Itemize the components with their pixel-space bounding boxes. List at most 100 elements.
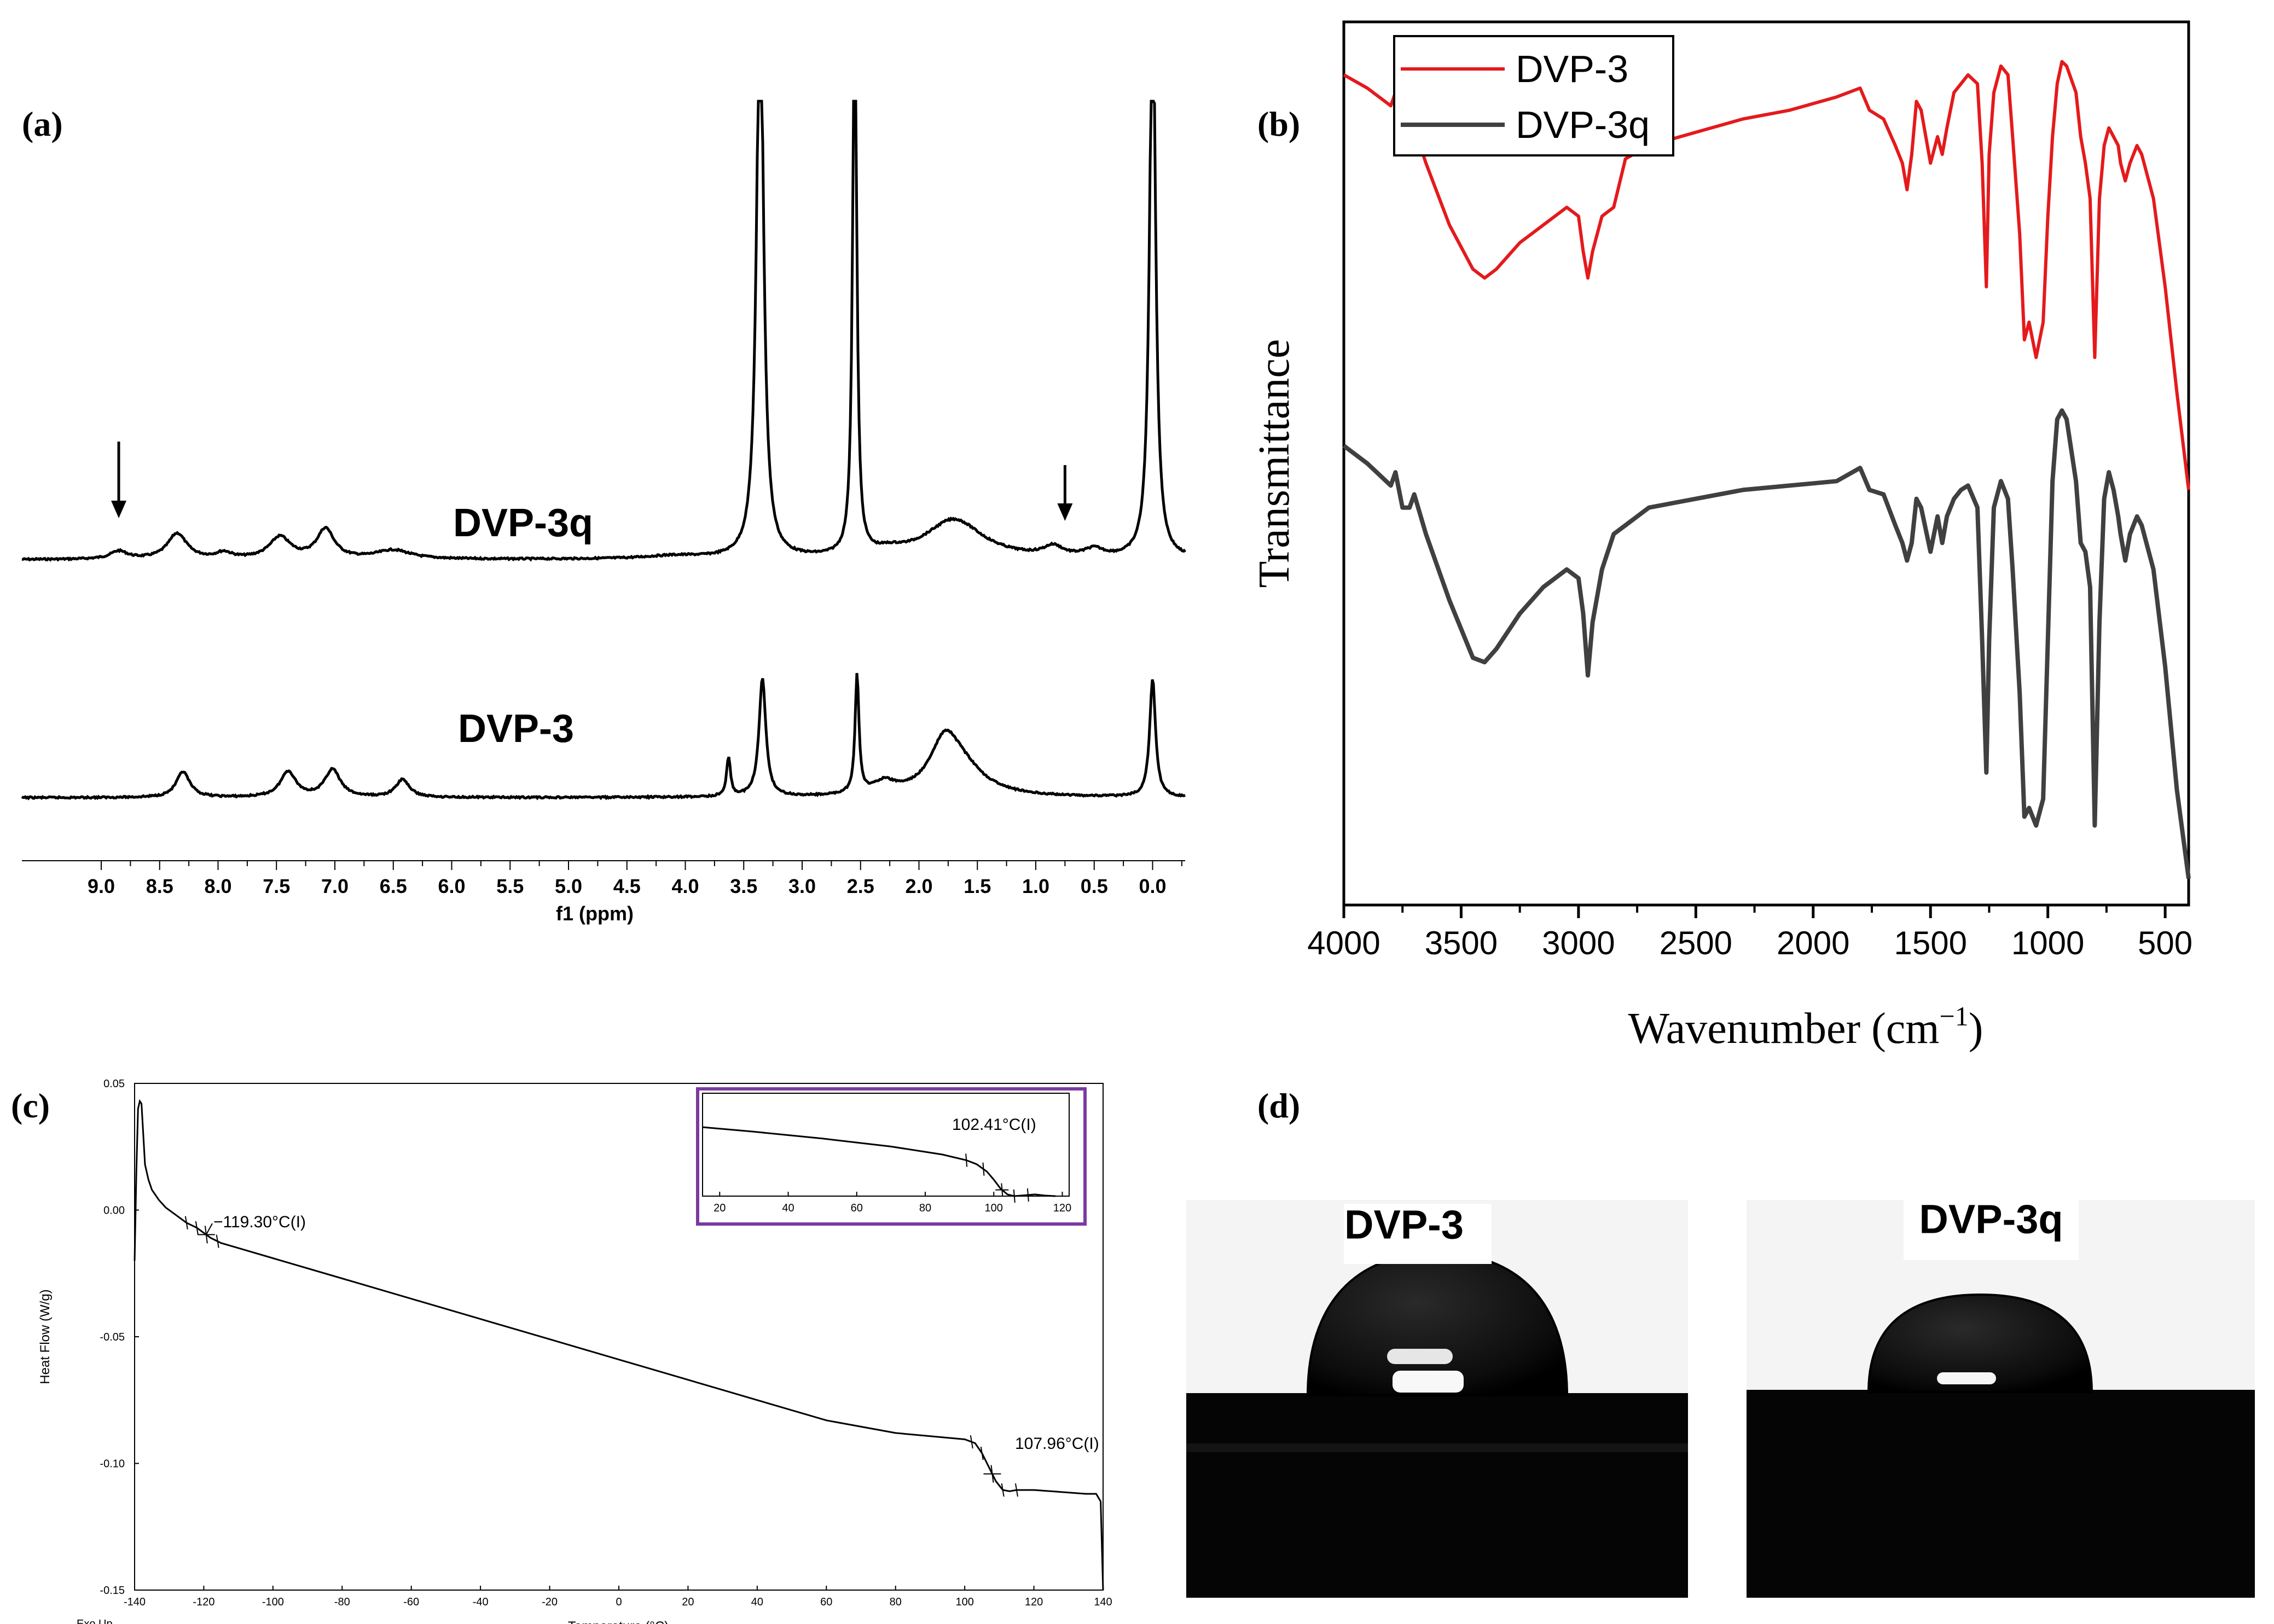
annotation-tg-low: −119.30°C(I) [213, 1213, 306, 1231]
inset-transition-markers [965, 1153, 1029, 1203]
exo-up-note: Exo Up [77, 1618, 113, 1624]
photo-label-bg [1344, 1204, 1492, 1264]
dsc-y-axis-label: Heat Flow (W/g) [38, 1289, 53, 1384]
ftir-trace-dvp-3q [1342, 408, 2191, 879]
inset-marker [1026, 1188, 1029, 1202]
dsc-y-tick-label: -0.05 [100, 1331, 125, 1343]
nmr-tick-label: 1.5 [964, 875, 991, 897]
dsc-x-tick-label: -140 [124, 1596, 146, 1608]
nmr-trace-dvp-3 [21, 672, 1186, 801]
arrow-indicator [1057, 465, 1073, 521]
inset-plot-frame [702, 1093, 1070, 1197]
dsc-x-tick-label: 60 [820, 1596, 832, 1608]
droplet-highlight [1387, 1349, 1453, 1364]
nmr-tick-label: 3.0 [788, 875, 816, 897]
dsc-trace [134, 1099, 1104, 1591]
dsc-x-tick-label: -120 [193, 1596, 214, 1608]
transition-marker [1001, 1483, 1005, 1497]
nmr-tick-label: 4.0 [671, 875, 699, 897]
inset-frame [696, 1087, 1087, 1226]
nmr-tick-label: 0.0 [1139, 875, 1166, 897]
transition-markers [184, 1216, 1018, 1497]
dsc-x-tick-label: 40 [751, 1596, 763, 1608]
nmr-tick-label: 9.0 [88, 875, 115, 897]
dsc-x-tick-label: 20 [682, 1596, 694, 1608]
ftir-tick-label: 2000 [1777, 925, 1849, 961]
dsc-y-tick-label: 0.00 [103, 1205, 125, 1217]
transition-marker [1014, 1483, 1018, 1497]
nmr-panel: 9.0 8.5 8.0 7.5 7.0 6.5 6.0 5.5 5.0 4.5 4.0 3.5 3.0 2… [21, 100, 1187, 925]
ftir-tick-label: 3000 [1542, 925, 1615, 961]
inset-x-tick-label: 20 [713, 1202, 726, 1214]
photo-label-bg [1904, 1200, 2079, 1260]
photo-label: DVP-3q [1919, 1197, 2063, 1242]
nmr-x-axis-label: f1 (ppm) [556, 902, 634, 925]
ftir-plot-frame [1342, 20, 2190, 907]
nmr-tick-label: 6.5 [380, 875, 407, 897]
legend-label-dvp-3: DVP-3 [1516, 48, 1628, 90]
nmr-tick-label: 5.0 [555, 875, 582, 897]
dsc-y-tick-label: 0.05 [103, 1078, 125, 1090]
substrate [1747, 1390, 2255, 1598]
droplet-highlight [1393, 1371, 1464, 1393]
ftir-x-tick-labels: 4000 3500 3000 2500 2000 1500 1000 500 [1307, 925, 2192, 961]
inset-marker [982, 1162, 985, 1176]
panel-label-c: (c) [11, 1086, 50, 1125]
nmr-trace-dvp-3q [21, 100, 1187, 562]
nmr-label-dvp-3: DVP-3 [458, 707, 574, 751]
dsc-x-tick-labels: -140 -120 -100 -80 -60 -40 -20 0 20 40 60 80 100 120 1… [124, 1596, 1112, 1608]
dsc-y-tick-label: -0.15 [100, 1585, 125, 1597]
panel-label-b: (b) [1257, 105, 1300, 143]
nmr-tick-label: 3.5 [730, 875, 757, 897]
transition-marker [195, 1221, 199, 1235]
panel-label-d: (d) [1257, 1086, 1300, 1125]
nmr-tick-label: 1.0 [1022, 875, 1049, 897]
dsc-panel: -140 -120 -100 -80 -60 -40 -20 0 20 40 60 80 100 120 1… [38, 1078, 1112, 1624]
transition-marker [980, 1446, 984, 1460]
nmr-tick-label: 4.5 [613, 875, 641, 897]
dsc-x-tick-label: 100 [955, 1596, 973, 1608]
transition-marker [216, 1234, 219, 1248]
dsc-y-tick-label: -0.10 [100, 1458, 125, 1470]
ftir-x-ticks [1342, 905, 2167, 918]
substrate [1186, 1393, 1688, 1598]
annotation-tg-high: 107.96°C(I) [1015, 1435, 1099, 1453]
ftir-tick-label: 500 [2138, 925, 2192, 961]
nmr-x-tick-labels: 9.0 8.5 8.0 7.5 7.0 6.5 6.0 5.5 5.0 4.5 4.0 3.5 3.0 2… [88, 875, 1167, 897]
substrate-reflection [1186, 1443, 1688, 1452]
inset-marker [965, 1153, 968, 1167]
inset-x-tick-labels: 20 40 60 80 100 120 [713, 1202, 1071, 1214]
dsc-x-tick-label: -60 [403, 1596, 419, 1608]
dsc-x-tick-label: 80 [890, 1596, 902, 1608]
legend-label-dvp-3q: DVP-3q [1516, 103, 1650, 146]
nmr-tick-label: 5.5 [496, 875, 524, 897]
ftir-y-axis-label: Transmittance [1250, 339, 1298, 588]
contact-angle-panel: DVP-3 DVP-3q [1186, 1197, 2255, 1598]
transition-marker [970, 1435, 973, 1449]
dsc-x-tick-label: -100 [262, 1596, 284, 1608]
nmr-tick-label: 7.5 [263, 875, 290, 897]
ftir-legend: DVP-3 DVP-3q [1393, 35, 1674, 156]
dsc-x-tick-label: 120 [1025, 1596, 1043, 1608]
dsc-x-tick-label: 0 [616, 1596, 622, 1608]
dsc-x-tick-label: -40 [473, 1596, 489, 1608]
nmr-tick-label: 8.5 [146, 875, 173, 897]
ftir-tick-label: 3500 [1425, 925, 1498, 961]
ftir-tick-label: 4000 [1307, 925, 1380, 961]
nmr-x-ticks [101, 861, 1182, 870]
inset-marker [1013, 1189, 1016, 1203]
dsc-x-tick-label: 140 [1094, 1596, 1112, 1608]
dsc-x-axis-label: Temperature (°C) [568, 1619, 669, 1624]
dsc-inset: 20 40 60 80 100 120 102.41°C(I) [696, 1087, 1087, 1226]
nmr-tick-label: 2.5 [847, 875, 874, 897]
photo-dvp-3q: DVP-3q [1747, 1197, 2255, 1598]
droplet-highlight [1937, 1372, 1996, 1384]
nmr-tick-label: 6.0 [438, 875, 465, 897]
nmr-tick-label: 7.0 [321, 875, 349, 897]
annotation-leader [205, 1223, 213, 1235]
inset-x-ticks [719, 1192, 1063, 1196]
nmr-label-dvp-3q: DVP-3q [453, 501, 593, 545]
dsc-x-tick-label: -20 [542, 1596, 558, 1608]
inset-x-tick-label: 100 [985, 1202, 1003, 1214]
